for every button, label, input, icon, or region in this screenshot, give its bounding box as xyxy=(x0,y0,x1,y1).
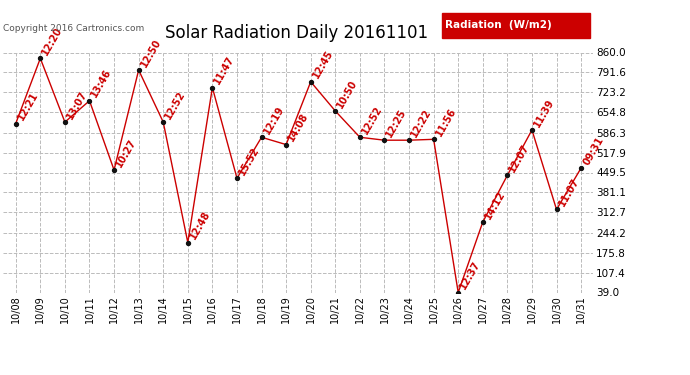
Point xyxy=(502,172,513,178)
Text: 12:50: 12:50 xyxy=(139,37,163,69)
Text: Solar Radiation Daily 20161101: Solar Radiation Daily 20161101 xyxy=(165,24,428,42)
Text: 12:07: 12:07 xyxy=(507,142,531,174)
Text: Radiation  (W/m2): Radiation (W/m2) xyxy=(445,21,552,30)
Text: Copyright 2016 Cartronics.com: Copyright 2016 Cartronics.com xyxy=(3,24,145,33)
Text: 14:08: 14:08 xyxy=(286,111,310,143)
Point xyxy=(108,167,119,173)
Text: 12:25: 12:25 xyxy=(384,107,408,139)
Point xyxy=(379,137,390,143)
Text: 10:27: 10:27 xyxy=(114,137,138,168)
Text: 14:12: 14:12 xyxy=(483,189,507,220)
Point xyxy=(133,67,144,73)
Point xyxy=(231,175,242,181)
Text: 12:20: 12:20 xyxy=(40,25,64,57)
Text: 11:56: 11:56 xyxy=(433,106,457,138)
Point xyxy=(330,108,341,114)
Point xyxy=(305,79,316,85)
Text: 11:39: 11:39 xyxy=(532,97,556,129)
Text: 12:45: 12:45 xyxy=(310,48,335,80)
Point xyxy=(404,137,415,143)
Point xyxy=(281,142,292,148)
Point xyxy=(207,85,218,91)
Text: 12:48: 12:48 xyxy=(188,209,212,241)
Point xyxy=(355,134,366,140)
Text: 12:52: 12:52 xyxy=(164,89,188,121)
Text: 11:07: 11:07 xyxy=(557,176,581,208)
Text: 11:47: 11:47 xyxy=(213,54,237,86)
Text: 13:07: 13:07 xyxy=(65,89,89,121)
Point xyxy=(428,136,439,142)
Point xyxy=(84,98,95,104)
Point xyxy=(453,290,464,296)
Point xyxy=(182,240,193,246)
Point xyxy=(34,56,46,62)
Point xyxy=(526,127,538,133)
Point xyxy=(10,120,21,126)
Text: 12:37: 12:37 xyxy=(458,259,482,291)
Text: 12:19: 12:19 xyxy=(262,104,286,136)
Text: 09:31: 09:31 xyxy=(581,135,605,166)
Point xyxy=(256,134,267,140)
Point xyxy=(59,119,70,125)
Text: 12:21: 12:21 xyxy=(16,90,40,122)
Text: 13:46: 13:46 xyxy=(90,68,114,99)
Point xyxy=(477,219,489,225)
Text: 12:52: 12:52 xyxy=(360,104,384,136)
Text: 15:52: 15:52 xyxy=(237,145,261,177)
Point xyxy=(158,119,169,125)
Text: 12:22: 12:22 xyxy=(409,107,433,139)
Text: 10:50: 10:50 xyxy=(335,78,359,110)
Point xyxy=(551,207,562,213)
Point xyxy=(575,165,586,171)
